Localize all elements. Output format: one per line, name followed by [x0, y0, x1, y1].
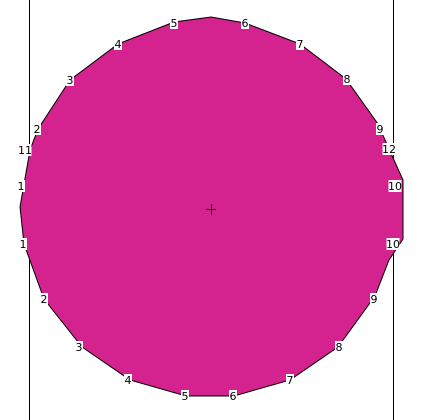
- vertex-label: 1: [17, 180, 25, 193]
- vertex-label-bg: [66, 74, 74, 86]
- vertex-label-text: 10: [386, 238, 400, 251]
- vertex-label-bg: [388, 180, 402, 192]
- vertex-label: 3: [66, 74, 74, 87]
- vertex-label-text: 1: [20, 238, 27, 251]
- vertex-label: 6: [229, 390, 237, 403]
- vertex-label: 3: [75, 341, 83, 354]
- vertex-label-text: 7: [287, 374, 294, 387]
- vertex-label-bg: [370, 293, 378, 305]
- vertex-label-bg: [33, 123, 41, 135]
- vertex-label-text: 1: [18, 180, 25, 193]
- vertex-label-bg: [124, 374, 132, 386]
- vertex-label-bg: [114, 38, 122, 50]
- vertex-label: 4: [114, 38, 122, 51]
- vertex-label-bg: [382, 143, 396, 155]
- vertex-label-text: 8: [344, 73, 351, 86]
- vertex-label-bg: [376, 123, 384, 135]
- vertex-label-text: 3: [67, 74, 74, 87]
- vertex-label: 8: [343, 73, 351, 86]
- vertex-label-text: 9: [377, 123, 384, 136]
- vertex-label-bg: [170, 17, 178, 29]
- vertex-label-text: 2: [34, 123, 41, 136]
- vertex-label: 1: [19, 238, 27, 251]
- vertex-label-text: 9: [371, 293, 378, 306]
- vertex-label-bg: [17, 180, 25, 192]
- vertex-label-bg: [343, 73, 351, 85]
- vertex-label: 10: [388, 180, 402, 193]
- vertex-label-bg: [296, 38, 304, 50]
- vertex-label: 4: [124, 374, 132, 387]
- vertex-label: 7: [286, 374, 294, 387]
- vertex-label-text: 3: [76, 341, 83, 354]
- vertex-label: 5: [181, 390, 189, 403]
- vertex-label-text: 4: [125, 374, 132, 387]
- vertex-label-text: 6: [230, 390, 237, 403]
- vertex-label: 11: [18, 144, 32, 157]
- vertex-label-text: 5: [171, 17, 178, 30]
- vertex-label-bg: [229, 390, 237, 402]
- vertex-label-bg: [241, 17, 249, 29]
- center-crosshair-icon: [206, 204, 216, 215]
- vertex-label-text: 7: [297, 38, 304, 51]
- vertex-label: 2: [40, 293, 48, 306]
- vertex-label: 6: [241, 17, 249, 30]
- vertex-label: 2: [33, 123, 41, 136]
- vertex-label-bg: [18, 144, 32, 156]
- vertex-label-text: 6: [242, 17, 249, 30]
- vertex-label-text: 10: [388, 180, 402, 193]
- vertex-label: 5: [170, 17, 178, 30]
- vertex-label-text: 12: [382, 143, 396, 156]
- vertex-label: 12: [382, 143, 396, 156]
- vertex-label: 8: [335, 341, 343, 354]
- vertex-label-text: 11: [18, 144, 32, 157]
- vertex-label-bg: [40, 293, 48, 305]
- vertex-label-bg: [19, 238, 27, 250]
- vertex-label-bg: [75, 341, 83, 353]
- vertex-label: 9: [376, 123, 384, 136]
- vertex-label: 9: [370, 293, 378, 306]
- vertex-label-bg: [386, 238, 400, 250]
- vertex-label-bg: [286, 374, 294, 386]
- vertex-label: 10: [386, 238, 400, 251]
- vertex-label-text: 5: [182, 390, 189, 403]
- vertex-label-text: 8: [336, 341, 343, 354]
- vertex-label-bg: [335, 341, 343, 353]
- vertex-label-bg: [181, 390, 189, 402]
- vertex-label-text: 4: [115, 38, 122, 51]
- vertex-label-text: 2: [41, 293, 48, 306]
- vertex-label: 7: [296, 38, 304, 51]
